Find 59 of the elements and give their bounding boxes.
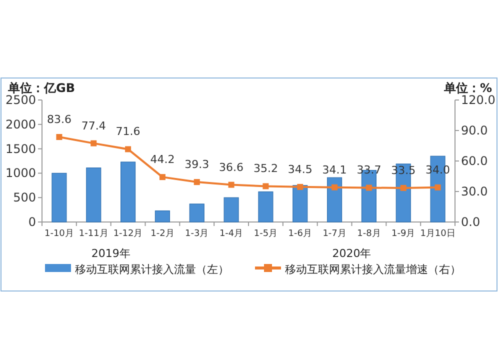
y-tick-label: 1000 <box>5 166 36 180</box>
x-tick-label: 1-6月 <box>288 229 312 239</box>
point <box>125 146 132 152</box>
x-tick-label: 1-5月 <box>254 229 278 239</box>
data-label: 71.6 <box>116 125 140 138</box>
point <box>400 184 406 191</box>
text: 2019年 <box>91 247 130 260</box>
point <box>228 182 234 188</box>
point <box>297 184 304 190</box>
bar <box>258 191 274 222</box>
bar <box>52 172 67 222</box>
data-label: 34.5 <box>288 162 312 176</box>
data-label: 35.2 <box>253 162 278 176</box>
legend-label: 移动互联网累计接入流量增速（右） <box>285 263 461 276</box>
bar <box>154 210 170 222</box>
x-tick-label: 1-4月 <box>219 229 244 239</box>
x-tick-label: 1月10日 <box>420 229 456 239</box>
y2-tick-label: 120.0 <box>461 93 496 107</box>
bar <box>224 197 239 222</box>
bar <box>292 185 308 222</box>
x-tick-label: 1-7月 <box>322 229 346 239</box>
data-label: 34.1 <box>322 163 347 176</box>
x-tick-label: 1-3月 <box>185 229 209 239</box>
y-tick-label: 1500 <box>5 142 36 156</box>
y2-tick-label: 0.0 <box>461 215 480 229</box>
text: 2020年 <box>332 247 372 260</box>
y2-tick-label: 90.0 <box>461 124 488 138</box>
x-tick-label: 1-2月 <box>150 229 174 239</box>
data-label: 36.6 <box>219 160 244 174</box>
data-label: 83.6 <box>46 113 72 126</box>
x-tick-label: 1-8月 <box>357 229 381 239</box>
data-label: 44.2 <box>150 153 175 166</box>
y-axis-title: 单位：亿GB <box>7 81 75 95</box>
bar <box>189 204 204 222</box>
y-tick-label: 2500 <box>5 93 36 107</box>
y2-tick-label: 60.0 <box>461 154 488 168</box>
point <box>434 184 441 190</box>
legend-label: 移动互联网累计接入流量（左） <box>75 263 229 276</box>
y2-tick-label: 30.0 <box>461 184 488 198</box>
bar <box>327 177 342 222</box>
point <box>194 179 200 186</box>
x-tick-label: 1-9月 <box>392 229 416 239</box>
x-tick-label: 1-10月 <box>44 229 74 239</box>
bar <box>120 162 136 222</box>
y-tick-label: 2000 <box>5 117 36 132</box>
point <box>159 174 166 180</box>
point <box>366 184 372 191</box>
data-label: 77.4 <box>81 119 106 132</box>
bar <box>86 168 102 222</box>
data-label: 39.3 <box>184 158 210 172</box>
point <box>332 184 338 190</box>
point <box>90 140 97 146</box>
x-tick-label: 1-11月 <box>78 229 108 239</box>
x-tick-label: 1-12月 <box>113 229 143 239</box>
y-tick-label: 500 <box>13 190 36 205</box>
point <box>262 183 269 190</box>
point <box>56 134 62 140</box>
y2-axis-title: 单位：% <box>442 81 492 95</box>
y-tick-label: 0 <box>28 215 36 229</box>
